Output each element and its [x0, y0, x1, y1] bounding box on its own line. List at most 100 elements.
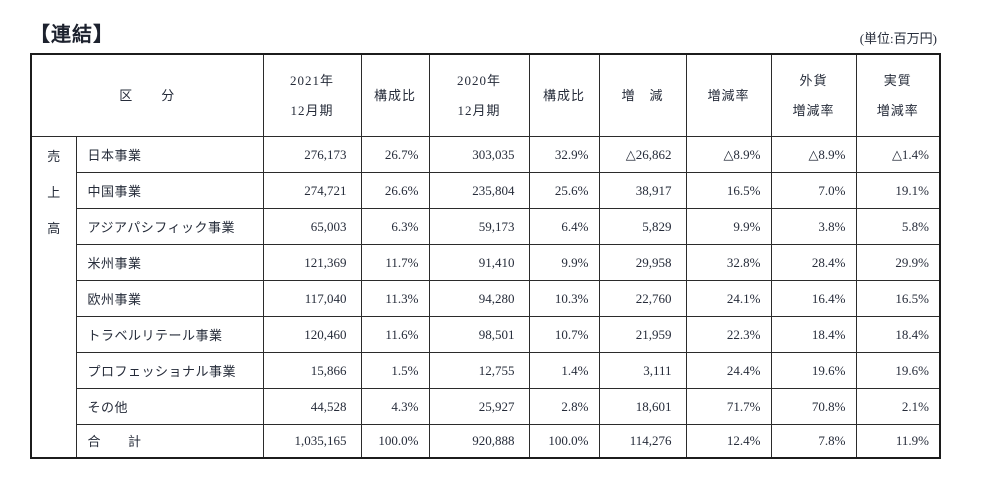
change-value: 18,601: [598, 388, 687, 425]
total-change-rate: 12.4%: [685, 424, 772, 458]
header-fy2021: 2021年 12月期: [262, 53, 362, 137]
real-change-rate: 19.6%: [855, 352, 941, 389]
segment-name: その他: [75, 388, 264, 425]
header-real-change-rate: 実質 増減率: [855, 53, 941, 137]
fx-change-rate: 19.6%: [770, 352, 857, 389]
header-change: 増 減: [598, 53, 687, 137]
segment-name: 米州事業: [75, 244, 264, 281]
fy2021-ratio: 11.7%: [360, 244, 430, 281]
fy2021-ratio: 6.3%: [360, 208, 430, 245]
header-fy2020: 2020年 12月期: [428, 53, 530, 137]
fy2020-value: 91,410: [428, 244, 530, 281]
header-change-rate: 増減率: [685, 53, 772, 137]
fy2020-ratio: 10.3%: [528, 280, 600, 317]
table-row-europe: 欧州事業 117,040 11.3% 94,280 10.3% 22,760 2…: [31, 280, 941, 317]
change-rate: 22.3%: [685, 316, 772, 353]
change-value: △26,862: [598, 136, 687, 173]
header-category: 区 分: [30, 53, 264, 137]
fx-change-rate: 3.8%: [770, 208, 857, 245]
real-change-rate: △1.4%: [855, 136, 941, 173]
fy2021-ratio: 4.3%: [360, 388, 430, 425]
fx-change-rate: 70.8%: [770, 388, 857, 425]
change-rate: 9.9%: [685, 208, 772, 245]
header-fx-change-rate: 外貨 増減率: [770, 53, 857, 137]
total-fy2020-ratio: 100.0%: [528, 424, 600, 458]
fy2020-value: 94,280: [428, 280, 530, 317]
fx-change-rate: 18.4%: [770, 316, 857, 353]
fy2021-value: 120,460: [262, 316, 362, 353]
fy2020-ratio: 9.9%: [528, 244, 600, 281]
document-page: 【連結】 (単位:百万円) 区 分 2021年 12月期 構成比 2020年 1…: [30, 18, 942, 459]
fy2020-ratio: 32.9%: [528, 136, 600, 173]
fy2021-ratio: 11.3%: [360, 280, 430, 317]
change-rate: 16.5%: [685, 172, 772, 209]
total-fy2020-value: 920,888: [428, 424, 530, 458]
table-row-americas: 米州事業 121,369 11.7% 91,410 9.9% 29,958 32…: [31, 244, 941, 281]
change-value: 22,760: [598, 280, 687, 317]
change-rate: 24.4%: [685, 352, 772, 389]
fy2020-ratio: 25.6%: [528, 172, 600, 209]
table-row-china: 中国事業 274,721 26.6% 235,804 25.6% 38,917 …: [31, 172, 941, 209]
real-change-rate: 19.1%: [855, 172, 941, 209]
fy2020-value: 303,035: [428, 136, 530, 173]
fx-change-rate: △8.9%: [770, 136, 857, 173]
fy2021-value: 117,040: [262, 280, 362, 317]
page-title: 【連結】: [30, 24, 114, 46]
change-rate: 32.8%: [685, 244, 772, 281]
fy2021-value: 121,369: [262, 244, 362, 281]
fx-change-rate: 7.0%: [770, 172, 857, 209]
change-rate: 71.7%: [685, 388, 772, 425]
sales-group-char: 高: [47, 220, 61, 236]
real-change-rate: 18.4%: [855, 316, 941, 353]
header-ratio-2020: 構成比: [528, 53, 600, 137]
segment-name: 欧州事業: [75, 280, 264, 317]
total-fy2021-ratio: 100.0%: [360, 424, 430, 458]
fy2020-value: 235,804: [428, 172, 530, 209]
consolidated-sales-table: 区 分 2021年 12月期 構成比 2020年 12月期 構成比 増 減 増減…: [30, 53, 942, 459]
fy2020-ratio: 2.8%: [528, 388, 600, 425]
sales-group-label: 売 上 高: [30, 136, 77, 458]
fx-change-rate: 16.4%: [770, 280, 857, 317]
change-value: 3,111: [598, 352, 687, 389]
total-label: 合 計: [75, 424, 264, 458]
sales-group-char: 上: [47, 184, 61, 200]
real-change-rate: 2.1%: [855, 388, 941, 425]
fy2021-value: 15,866: [262, 352, 362, 389]
header-row: 区 分 2021年 12月期 構成比 2020年 12月期 構成比 増 減 増減…: [30, 53, 941, 137]
header-bar: 【連結】 (単位:百万円): [30, 18, 939, 47]
table-row-other: その他 44,528 4.3% 25,927 2.8% 18,601 71.7%…: [31, 388, 941, 425]
fy2020-ratio: 6.4%: [528, 208, 600, 245]
sales-group-char: 売: [47, 148, 61, 164]
segment-name: 日本事業: [75, 136, 264, 173]
fy2020-value: 98,501: [428, 316, 530, 353]
table-row-professional: プロフェッショナル事業 15,866 1.5% 12,755 1.4% 3,11…: [31, 352, 941, 389]
change-value: 38,917: [598, 172, 687, 209]
change-rate: △8.9%: [685, 136, 772, 173]
real-change-rate: 16.5%: [855, 280, 941, 317]
sales-group-vertical-text: 売 上 高: [32, 138, 75, 246]
segment-name: プロフェッショナル事業: [75, 352, 264, 389]
segment-name: トラベルリテール事業: [75, 316, 264, 353]
real-change-rate: 5.8%: [855, 208, 941, 245]
total-fy2021-value: 1,035,165: [262, 424, 362, 458]
fy2020-ratio: 1.4%: [528, 352, 600, 389]
fy2021-ratio: 1.5%: [360, 352, 430, 389]
fy2021-value: 276,173: [262, 136, 362, 173]
fy2020-value: 59,173: [428, 208, 530, 245]
total-change-value: 114,276: [598, 424, 687, 458]
total-real-change-rate: 11.9%: [855, 424, 941, 458]
change-value: 21,959: [598, 316, 687, 353]
total-row: 合 計 1,035,165 100.0% 920,888 100.0% 114,…: [31, 424, 941, 458]
table-row-travel-retail: トラベルリテール事業 120,460 11.6% 98,501 10.7% 21…: [31, 316, 941, 353]
fx-change-rate: 28.4%: [770, 244, 857, 281]
segment-name: アジアパシフィック事業: [75, 208, 264, 245]
table-row-asia-pacific: アジアパシフィック事業 65,003 6.3% 59,173 6.4% 5,82…: [31, 208, 941, 245]
fy2021-value: 44,528: [262, 388, 362, 425]
table-row-japan: 売 上 高 日本事業 276,173 26.7% 303,035 32.9% △…: [30, 136, 941, 458]
fy2020-ratio: 10.7%: [528, 316, 600, 353]
unit-note: (単位:百万円): [859, 31, 937, 46]
fy2021-ratio: 11.6%: [360, 316, 430, 353]
fy2020-value: 25,927: [428, 388, 530, 425]
header-ratio-2021: 構成比: [360, 53, 430, 137]
change-rate: 24.1%: [685, 280, 772, 317]
